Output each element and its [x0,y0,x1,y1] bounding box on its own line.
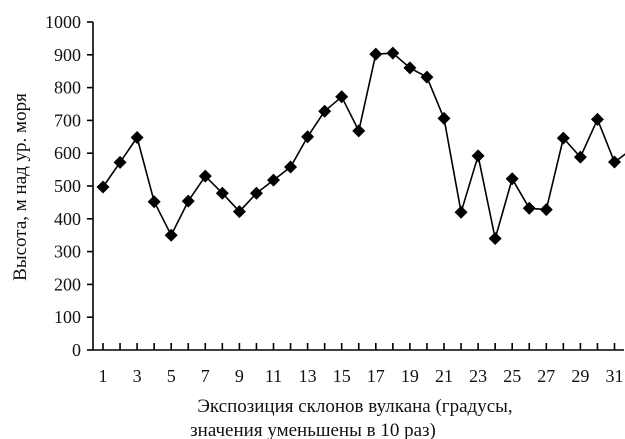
series-group [96,46,625,245]
x-axis-title-line-2: значения уменьшены в 10 раз) [190,420,436,439]
data-point-marker [608,155,621,169]
x-tick-label: 17 [367,366,385,386]
data-point-marker [249,186,263,200]
data-point-marker [454,205,468,219]
x-tick-label: 25 [503,366,521,386]
x-axis: 1357911131517192123252729313335 [93,343,624,386]
x-tick-label: 13 [299,366,317,386]
data-point-marker [573,150,587,164]
y-tick-label: 400 [54,209,81,229]
data-point-marker [215,186,229,200]
data-point-marker [386,46,400,60]
data-point-marker [471,149,485,163]
x-tick-label: 1 [99,366,108,386]
x-tick-label: 19 [401,366,419,386]
y-axis-title: Высота, м над ур. моря [10,93,31,281]
data-point-marker [181,194,195,208]
data-point-marker [539,203,553,217]
data-point-marker [352,124,366,138]
data-point-marker [590,112,604,126]
x-tick-label: 9 [235,366,244,386]
x-tick-label: 5 [167,366,176,386]
y-tick-label: 100 [54,307,81,327]
x-tick-label: 23 [469,366,487,386]
data-point-marker [164,228,178,242]
data-point-marker [335,90,349,104]
y-tick-label: 600 [54,143,81,163]
data-point-marker [267,173,280,187]
y-tick-label: 500 [54,176,81,196]
y-tick-label: 0 [72,340,81,360]
y-axis: 0 100 200 300 400 500 600 700 800 900 1000 [45,12,94,360]
x-tick-label: 11 [265,366,282,386]
x-tick-label: 29 [571,366,589,386]
x-tick-label: 31 [606,366,624,386]
data-point-marker [420,70,434,84]
data-point-marker [403,61,417,75]
x-tick-label: 21 [435,366,453,386]
data-point-marker [369,47,383,61]
data-point-marker [522,201,536,215]
y-tick-label: 700 [54,110,81,130]
y-tick-label: 1000 [45,12,81,32]
series-line [102,52,625,240]
x-tick-label: 3 [133,366,142,386]
data-point-marker [488,231,502,245]
y-tick-label: 900 [54,45,81,65]
data-point-marker [284,160,298,174]
data-point-marker [301,130,315,144]
data-point-marker [96,180,110,194]
y-tick-label: 800 [54,78,81,98]
x-tick-label: 15 [333,366,351,386]
x-tick-label: 27 [537,366,555,386]
y-tick-label: 200 [54,274,81,294]
data-point-marker [198,169,212,183]
y-tick-label: 300 [54,242,81,262]
data-point-marker [130,130,144,144]
x-tick-label: 7 [201,366,210,386]
data-point-marker [556,131,570,145]
data-point-marker [437,111,451,125]
data-point-marker [232,205,246,219]
data-point-marker [505,172,519,186]
data-point-marker [318,104,332,118]
x-axis-title-line-1: Экспозиция склонов вулкана (градусы, [197,396,512,417]
data-point-marker [147,195,161,209]
data-point-marker [113,155,127,169]
